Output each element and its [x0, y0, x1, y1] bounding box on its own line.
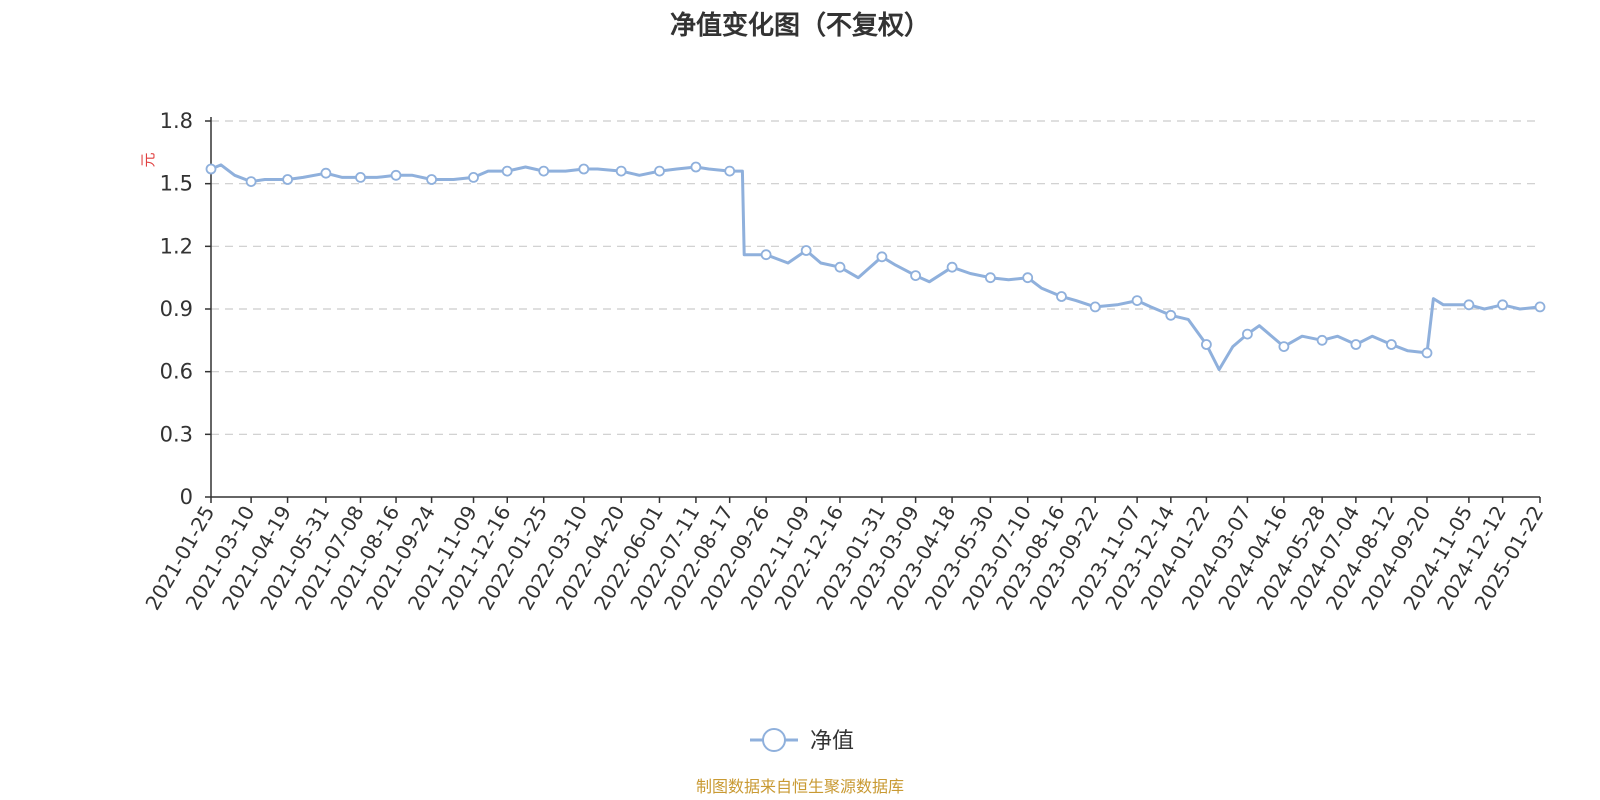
- data-point-marker: [654, 165, 665, 177]
- data-point-marker: [1131, 295, 1143, 307]
- data-point-marker: [615, 165, 627, 177]
- legend-label: 净值: [810, 729, 854, 754]
- data-point-marker: [468, 171, 479, 183]
- data-point-marker: [390, 169, 402, 181]
- y-tick-label: 1.8: [160, 109, 193, 133]
- data-point-marker: [1350, 339, 1362, 350]
- data-point-marker: [1421, 347, 1433, 359]
- data-point-marker: [578, 163, 590, 175]
- series-layer: [205, 161, 1546, 372]
- x-axis-ticks: 2021-01-252021-03-102021-04-192021-05-31…: [140, 497, 1548, 614]
- y-tick-label: 1.5: [160, 172, 193, 196]
- data-point-marker: [355, 171, 366, 183]
- data-point-marker: [946, 261, 958, 273]
- data-point-marker: [800, 245, 812, 256]
- data-point-marker: [690, 161, 702, 173]
- data-point-marker: [760, 249, 772, 261]
- grid-lines: [211, 120, 1540, 435]
- data-point-marker: [1165, 309, 1177, 321]
- data-point-marker: [320, 167, 332, 179]
- data-point-marker: [245, 176, 257, 188]
- legend[interactable]: 净值: [750, 728, 854, 754]
- data-point-marker: [1022, 272, 1034, 284]
- data-point-marker: [834, 261, 846, 273]
- data-point-marker: [205, 163, 217, 175]
- legend-marker-icon: [762, 728, 786, 752]
- data-point-marker: [985, 272, 996, 284]
- data-point-marker: [501, 165, 513, 177]
- data-point-marker: [724, 165, 736, 177]
- y-tick-label: 1.2: [160, 234, 193, 258]
- y-tick-label: 0.6: [160, 360, 193, 384]
- data-point-marker: [538, 165, 550, 177]
- data-point-marker: [1242, 328, 1253, 340]
- y-tick-label: 0.3: [160, 422, 193, 446]
- y-axis-unit-label: 元: [139, 152, 157, 167]
- y-axis-ticks: 0 0.3 0.6 0.9 1.2 1.5 1.8: [160, 109, 211, 509]
- data-point-marker: [1089, 301, 1101, 313]
- data-point-marker: [1316, 334, 1328, 346]
- data-point-marker: [910, 270, 921, 282]
- data-point-marker: [1386, 339, 1397, 350]
- data-point-marker: [426, 174, 438, 185]
- data-point-marker: [1463, 299, 1475, 311]
- data-point-marker: [1056, 291, 1067, 302]
- data-point-marker: [282, 174, 294, 185]
- y-tick-label: 0.9: [160, 297, 193, 321]
- series-line: [210, 163, 1541, 372]
- data-point-marker: [1278, 341, 1290, 353]
- data-point-marker: [1534, 301, 1546, 313]
- data-point-marker: [1201, 339, 1212, 350]
- data-point-marker: [876, 251, 888, 263]
- y-tick-label: 0: [180, 485, 193, 509]
- data-point-marker: [1497, 299, 1508, 311]
- chart-title: 净值变化图（不复权）: [670, 10, 930, 41]
- source-note: 制图数据来自恒生聚源数据库: [696, 777, 904, 796]
